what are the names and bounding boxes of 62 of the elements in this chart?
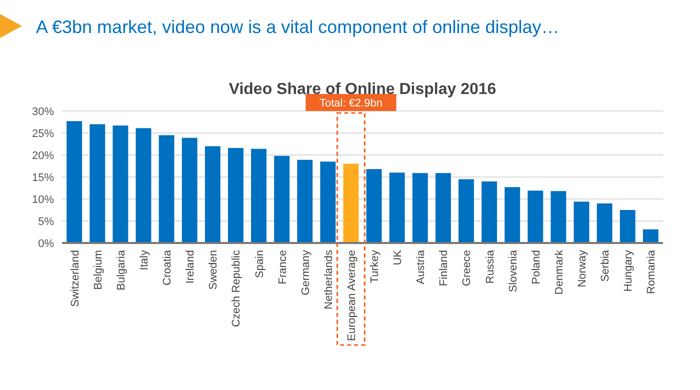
x-tick-label: Serbia [600, 249, 612, 282]
bar [112, 126, 128, 243]
x-tick-label: Belgium [92, 250, 104, 290]
x-tick-label: Denmark [553, 250, 566, 295]
x-tick-label: Austria [415, 249, 428, 284]
bar [366, 169, 382, 243]
bar [274, 156, 290, 243]
x-tick-label: Spain [254, 250, 266, 278]
x-tick-label: Croatia [162, 249, 174, 286]
x-tick-label: Sweden [208, 250, 220, 290]
y-tick-label: 0% [38, 238, 54, 250]
x-tick-label: Italy [138, 250, 150, 270]
x-tick-label: Hungary [622, 250, 635, 292]
bar [458, 179, 474, 243]
bar [320, 162, 336, 243]
x-tick-label: Turkey [369, 250, 382, 284]
y-tick-label: 10% [32, 194, 54, 206]
bar [574, 202, 590, 243]
x-tick-label: Romania [646, 249, 658, 294]
x-tick-label: Slovenia [507, 249, 520, 292]
bar [620, 210, 636, 243]
x-tick-label: Russia [484, 249, 496, 284]
x-tick-label: Poland [530, 250, 542, 284]
x-tick-label: Ireland [184, 250, 197, 284]
bar [435, 173, 451, 243]
bar [482, 181, 498, 243]
x-tick-label: Bulgaria [115, 249, 128, 290]
y-tick-label: 30% [32, 106, 54, 118]
bar [297, 160, 313, 243]
y-tick-label: 20% [32, 150, 54, 162]
bar [596, 203, 612, 243]
bar [182, 138, 198, 243]
x-tick-label: European Average [346, 250, 358, 341]
x-tick-label: Germany [300, 250, 312, 296]
bar [251, 148, 266, 243]
bar [550, 191, 566, 243]
x-tick-label: Finland [438, 250, 450, 286]
bar [204, 146, 220, 243]
chart-title: Video Share of Online Display 2016 [228, 81, 496, 98]
bar [528, 190, 544, 243]
bar [90, 124, 106, 243]
text: Total: €2.9bn [319, 98, 382, 110]
bar [412, 173, 428, 243]
x-tick-label: Greece [461, 250, 474, 286]
x-tick-label: France [276, 250, 289, 284]
x-tick-label: Netherlands [322, 250, 335, 310]
y-tick-label: 25% [32, 128, 54, 140]
bar [136, 128, 152, 243]
bar [642, 229, 658, 243]
x-tick-label: Norway [576, 250, 589, 288]
x-tick-label: Czech Republic [230, 250, 243, 328]
bar [389, 172, 405, 243]
y-tick-label: 5% [38, 216, 54, 228]
bar [228, 148, 244, 243]
x-tick-label: Switzerland [69, 250, 82, 307]
x-tick-label: UK [392, 249, 404, 266]
chart-subtitle: A €3bn market, video now is a vital component of online display… [36, 17, 560, 37]
bar [504, 187, 520, 243]
y-tick-label: 15% [32, 172, 54, 184]
bar [158, 135, 174, 243]
bar [66, 121, 82, 243]
bar [343, 164, 359, 243]
